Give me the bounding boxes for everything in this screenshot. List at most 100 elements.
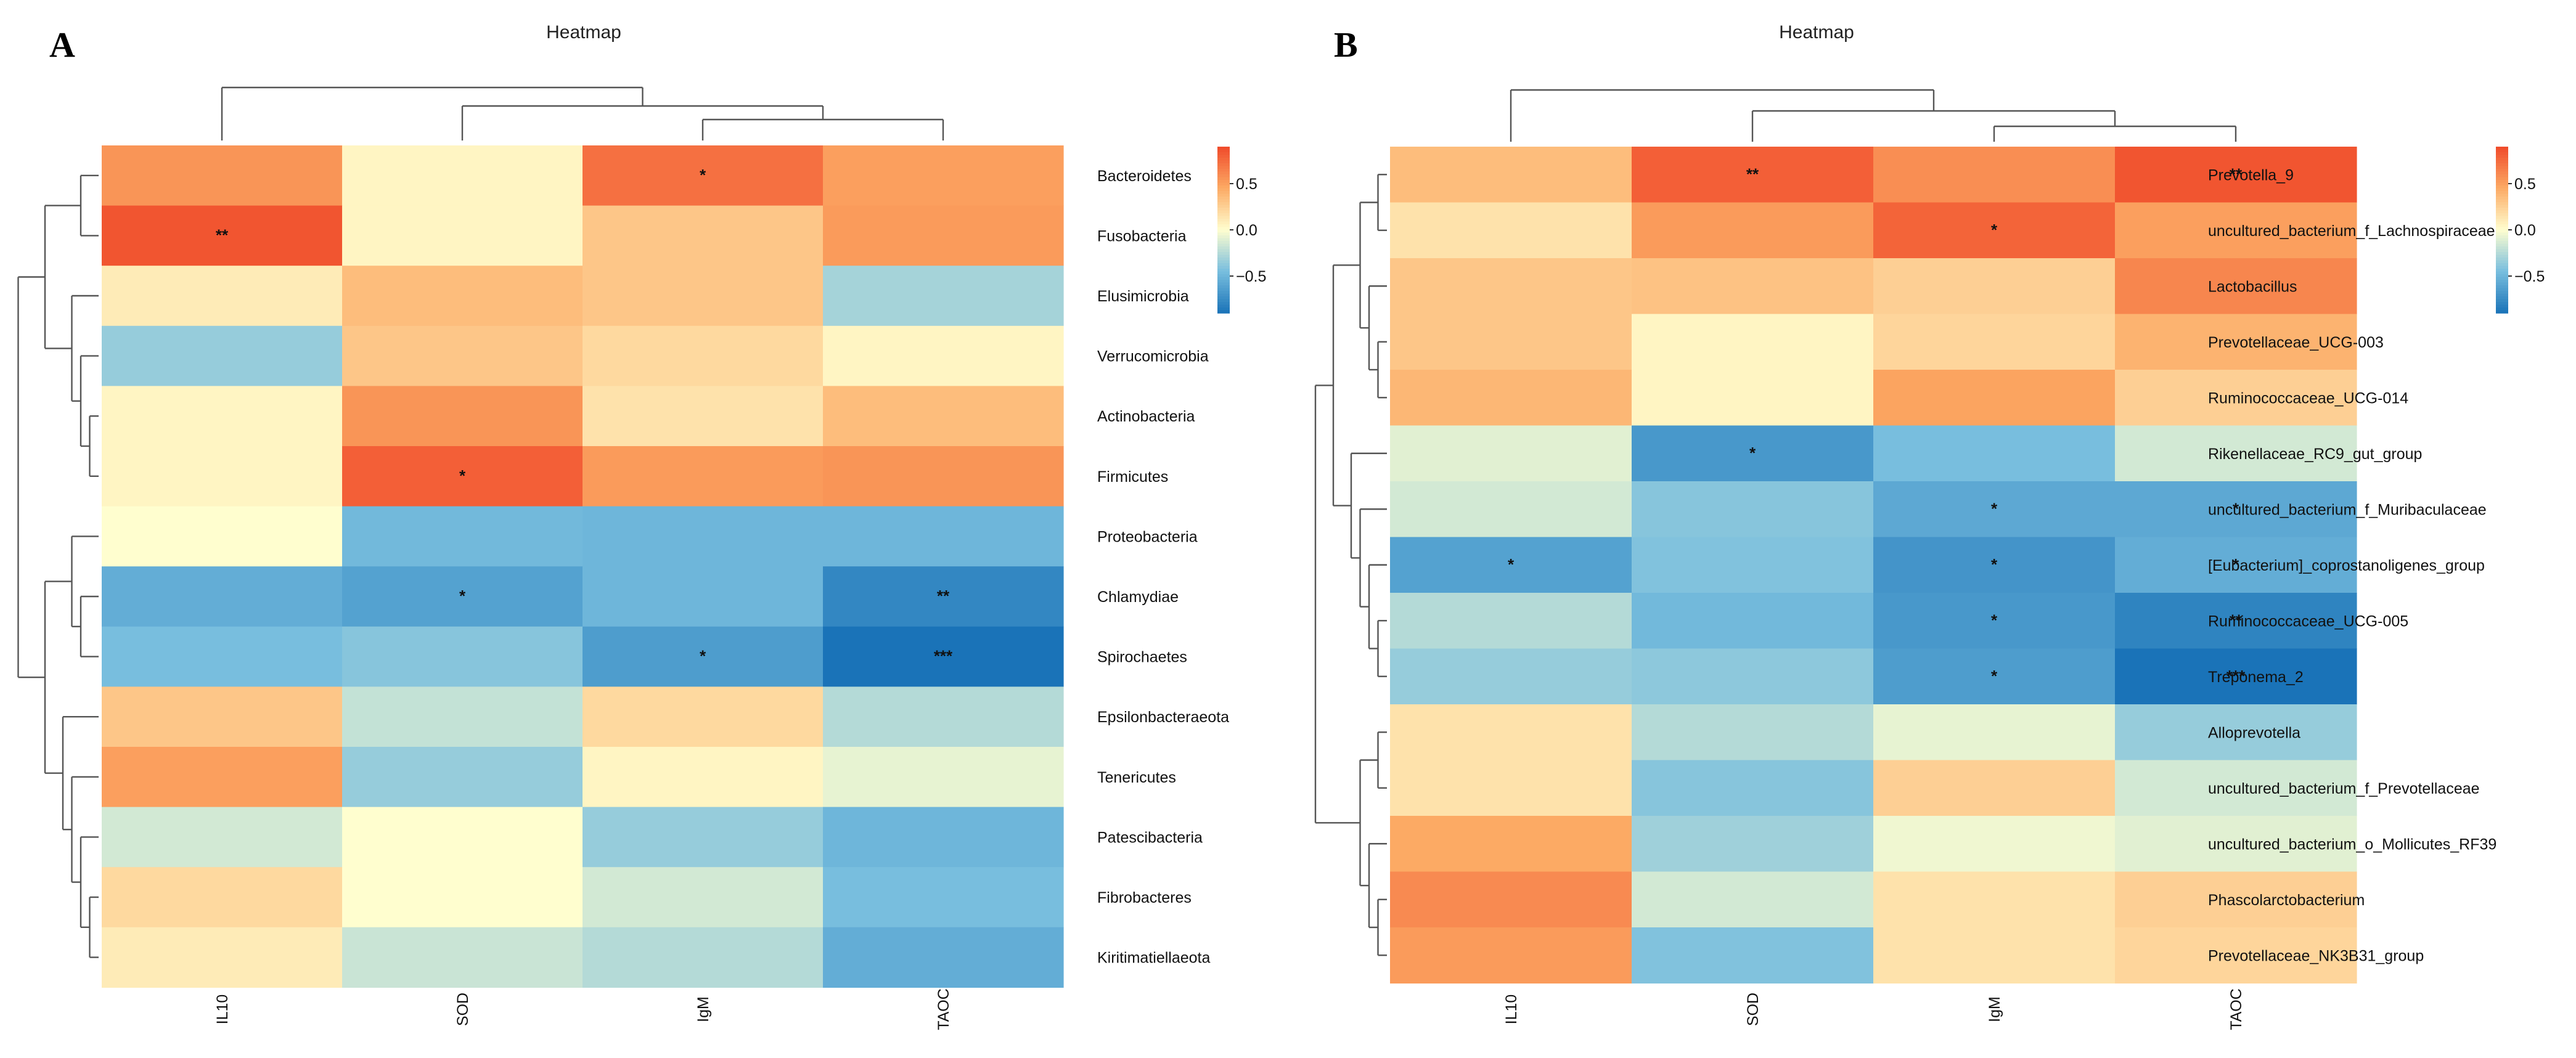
legend-color-step [1217, 296, 1230, 300]
legend-color-step [2496, 174, 2508, 178]
column-label: TAOC [2228, 988, 2245, 1030]
heatmap-cell [102, 626, 343, 687]
heatmap-cell [1873, 314, 2116, 370]
legend-tick-label: 0.0 [1236, 222, 1257, 239]
legend-color-step [2496, 149, 2508, 153]
legend-color-step [2496, 277, 2508, 280]
legend-color-step [2496, 304, 2508, 308]
row-label: Prevotella_9 [2208, 166, 2294, 184]
legend-color-step [1217, 185, 1230, 189]
heatmap-cell [583, 747, 824, 808]
heatmap-cell [823, 927, 1064, 988]
legend-color-step [1217, 263, 1230, 267]
legend-color-step [2496, 230, 2508, 234]
heatmap-cell [342, 266, 583, 327]
heatmap-cell [1632, 648, 1874, 705]
legend-color-step [2496, 235, 2508, 239]
heatmap-cell [342, 626, 583, 687]
legend-color-step [1217, 258, 1230, 261]
heatmap-cell [102, 446, 343, 507]
heatmap-cell [1390, 704, 1632, 761]
heatmap-cell [2115, 704, 2357, 761]
row-label: uncultured_bacterium_f_Prevotellaceae [2208, 780, 2480, 797]
heatmap-cell [583, 325, 824, 386]
heatmap-cell [2115, 927, 2357, 984]
heatmap-cell [823, 386, 1064, 447]
heatmap-cell [102, 266, 343, 327]
row-label: Ruminococcaceae_UCG-014 [2208, 389, 2408, 407]
heatmap-cell [2115, 258, 2357, 315]
heatmap-cell [1390, 147, 1632, 203]
heatmap-cell [342, 506, 583, 567]
heatmap-cell [1873, 370, 2116, 426]
heatmap-cell [823, 626, 1064, 687]
heatmap-panel-a: A Heatmap***** *** ***BacteroidetesFusobact… [17, 22, 1266, 1030]
heatmap-cell [342, 747, 583, 808]
row-label: Phascolarctobacterium [2208, 892, 2365, 909]
significance-marker: * [1991, 499, 1998, 518]
column-label: IgM [1986, 996, 2003, 1022]
heatmap-cell [1632, 314, 1874, 370]
heatmap-cell [2115, 314, 2357, 370]
legend-color-step [1217, 205, 1230, 208]
legend-color-step [1217, 291, 1230, 295]
legend-color-step [1217, 224, 1230, 228]
legend-color-step [2496, 266, 2508, 269]
legend-color-step [1217, 243, 1230, 247]
legend-color-step [1217, 191, 1230, 195]
row-label: Spirochaetes [1097, 649, 1187, 666]
legend-color-step [2496, 293, 2508, 297]
heatmap-cell [583, 927, 824, 988]
legend-color-step [2496, 252, 2508, 256]
legend-color-step [2496, 299, 2508, 303]
legend-color-step [2496, 310, 2508, 314]
legend-color-step [2496, 210, 2508, 214]
significance-marker: * [2233, 499, 2239, 518]
legend-color-step [2496, 158, 2508, 161]
heatmap-title: Heatmap [546, 22, 621, 43]
heatmap-cell [1390, 537, 1632, 593]
row-label: Epsilonbacteraeota [1097, 709, 1229, 726]
row-label: Treponema_2 [2208, 669, 2304, 686]
legend-color-step [2496, 291, 2508, 295]
legend-color-step [1217, 282, 1230, 286]
legend-color-step [2496, 191, 2508, 195]
legend-color-step [1217, 197, 1230, 200]
legend-color-step [1217, 271, 1230, 275]
heatmap-cell [342, 205, 583, 266]
heatmap-cell [2115, 202, 2357, 259]
significance-marker: * [1991, 555, 1998, 574]
significance-marker: ** [1746, 165, 1759, 183]
heatmap-cell [102, 686, 343, 747]
row-label: [Eubacterium]_coprostanoligenes_group [2208, 557, 2485, 574]
legend-color-step [1217, 208, 1230, 211]
legend-tick-label: −0.5 [2514, 268, 2545, 285]
legend-color-step [2496, 197, 2508, 200]
heatmap-cell [823, 506, 1064, 567]
row-label: Prevotellaceae_NK3B31_group [2208, 947, 2424, 964]
heatmap-cell [1632, 537, 1874, 593]
column-label: IgM [695, 996, 712, 1022]
color-legend: 0.5 0.0 −0.5 [1217, 147, 1266, 314]
legend-color-step [2496, 238, 2508, 242]
heatmap-cell [2115, 593, 2357, 649]
heatmap-panel-b: B Heatmap** ***** ** * ** *** ***Prevotella_9un… [1314, 22, 2545, 1030]
heatmap-cell [342, 446, 583, 507]
heatmap-cell [2115, 425, 2357, 482]
heatmap-cell [1390, 593, 1632, 649]
heatmap-cell [1390, 816, 1632, 873]
heatmap-cell [2115, 481, 2357, 538]
heatmap-cell [1632, 760, 1874, 816]
legend-color-step [1217, 202, 1230, 206]
heatmap-cell [823, 145, 1064, 206]
legend-color-step [1217, 269, 1230, 272]
heatmap-cell [823, 205, 1064, 266]
heatmap-cell [823, 266, 1064, 327]
row-label: Rikenellaceae_RC9_gut_group [2208, 446, 2422, 463]
significance-marker: ** [216, 226, 229, 244]
legend-color-step [2496, 241, 2508, 245]
heatmap-cell [102, 325, 343, 386]
heatmap-cell [1873, 871, 2116, 928]
legend-color-step [1217, 232, 1230, 236]
legend-color-step [1217, 221, 1230, 225]
